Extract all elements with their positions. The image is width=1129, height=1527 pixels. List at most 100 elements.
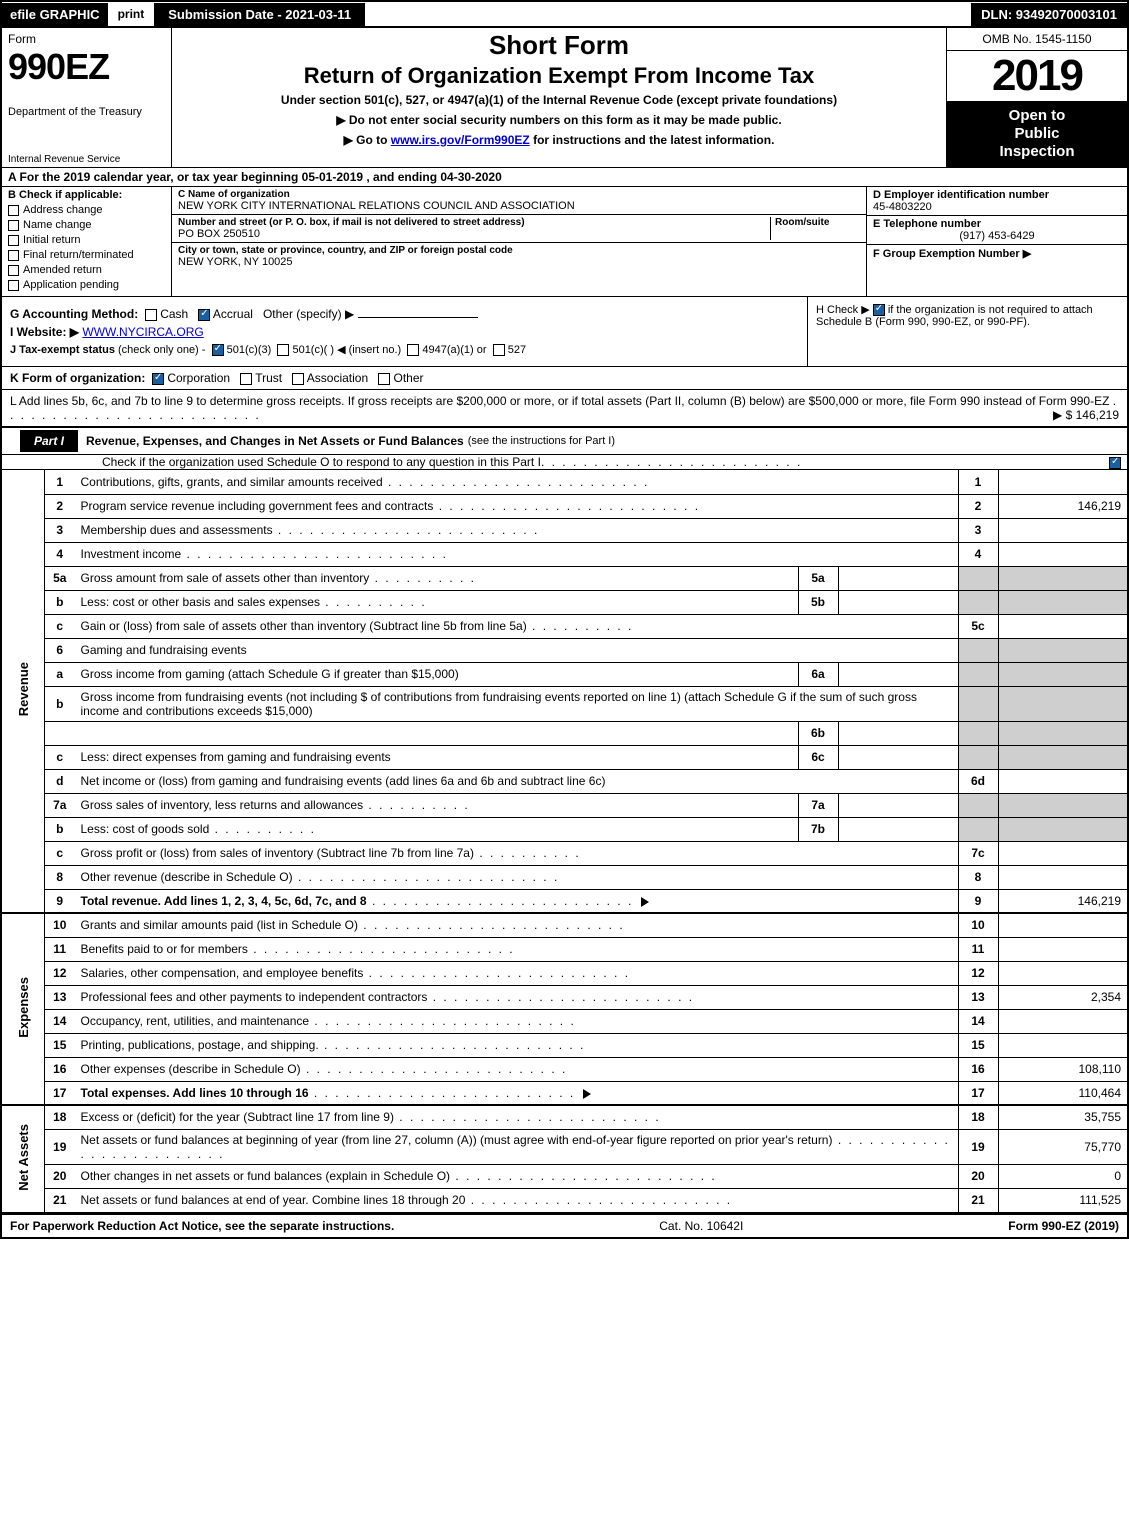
label-amended-return: Amended return (23, 264, 102, 276)
col-b-title: B Check if applicable: (8, 189, 165, 201)
line-11: 11Benefits paid to or for members 11 (1, 937, 1128, 961)
label-application-pending: Application pending (23, 279, 119, 291)
part1-hint: (see the instructions for Part I) (468, 435, 615, 447)
checkbox-trust[interactable] (240, 373, 252, 385)
amt-20: 0 (998, 1164, 1128, 1188)
line-6d: dNet income or (loss) from gaming and fu… (1, 769, 1128, 793)
val-6b (838, 721, 958, 745)
row-a-tax-year: A For the 2019 calendar year, or tax yea… (0, 168, 1129, 187)
j-label: J Tax-exempt status (10, 344, 115, 356)
page-footer: For Paperwork Reduction Act Notice, see … (0, 1213, 1129, 1239)
checkbox-527[interactable] (493, 344, 505, 356)
desc-11: Benefits paid to or for members (81, 942, 515, 956)
line-7c: cGross profit or (loss) from sales of in… (1, 841, 1128, 865)
irs-label: Internal Revenue Service (8, 154, 120, 165)
desc-7c: Gross profit or (loss) from sales of inv… (81, 846, 581, 860)
gh-left: G Accounting Method: Cash Accrual Other … (2, 297, 807, 366)
line-6b: b Gross income from fundraising events (… (1, 686, 1128, 721)
line-7a: 7aGross sales of inventory, less returns… (1, 793, 1128, 817)
line-7b: bLess: cost of goods sold 7b (1, 817, 1128, 841)
amt-19: 75,770 (998, 1129, 1128, 1164)
city-value: NEW YORK, NY 10025 (178, 256, 860, 268)
desc-10: Grants and similar amounts paid (list in… (81, 918, 625, 932)
val-5a (838, 566, 958, 590)
part1-sub: Check if the organization used Schedule … (102, 455, 541, 469)
desc-13: Professional fees and other payments to … (81, 990, 695, 1004)
open-public-badge: Open to Public Inspection (947, 101, 1127, 167)
ein-value: 45-4803220 (873, 201, 1121, 213)
line-18: Net Assets 18Excess or (deficit) for the… (1, 1105, 1128, 1129)
ssn-warning: ▶ Do not enter social security numbers o… (178, 113, 940, 127)
other-method-input[interactable] (358, 317, 478, 318)
desc-6a: Gross income from gaming (attach Schedul… (81, 667, 459, 681)
org-name: NEW YORK CITY INTERNATIONAL RELATIONS CO… (178, 200, 860, 212)
checkbox-amended-return[interactable] (8, 265, 19, 276)
group-exemption-label: F Group Exemption Number ▶ (873, 248, 1031, 260)
irs-link[interactable]: www.irs.gov/Form990EZ (391, 133, 530, 147)
line-21: 21Net assets or fund balances at end of … (1, 1188, 1128, 1212)
desc-16: Other expenses (describe in Schedule O) (81, 1062, 568, 1076)
checkbox-address-change[interactable] (8, 205, 19, 216)
lines-table: Revenue 1 Contributions, gifts, grants, … (0, 470, 1129, 1213)
department: Department of the Treasury (8, 106, 165, 118)
line-2: 2Program service revenue including gover… (1, 494, 1128, 518)
top-bar: efile GRAPHIC print Submission Date - 20… (0, 0, 1129, 28)
amt-1 (998, 470, 1128, 494)
line-16: 16Other expenses (describe in Schedule O… (1, 1057, 1128, 1081)
arrow-icon (641, 897, 649, 907)
footer-left: For Paperwork Reduction Act Notice, see … (10, 1219, 394, 1233)
amt-3 (998, 518, 1128, 542)
line-5c: cGain or (loss) from sale of assets othe… (1, 614, 1128, 638)
amt-10 (998, 913, 1128, 937)
amt-13: 2,354 (998, 985, 1128, 1009)
desc-21: Net assets or fund balances at end of ye… (81, 1193, 733, 1207)
checkbox-final-return[interactable] (8, 250, 19, 261)
amt-7c (998, 841, 1128, 865)
val-7a (838, 793, 958, 817)
desc-15: Printing, publications, postage, and shi… (81, 1038, 586, 1052)
footer-right: Form 990-EZ (2019) (1008, 1219, 1119, 1233)
checkbox-association[interactable] (292, 373, 304, 385)
amt-12 (998, 961, 1128, 985)
checkbox-name-change[interactable] (8, 220, 19, 231)
phone-value: (917) 453-6429 (873, 230, 1121, 242)
desc-12: Salaries, other compensation, and employ… (81, 966, 631, 980)
desc-5a: Gross amount from sale of assets other t… (81, 571, 477, 585)
desc-6d: Net income or (loss) from gaming and fun… (81, 774, 606, 788)
line-12: 12Salaries, other compensation, and empl… (1, 961, 1128, 985)
label-name-change: Name change (23, 219, 92, 231)
label-association: Association (307, 371, 368, 385)
part1-subrow: Check if the organization used Schedule … (0, 455, 1129, 470)
desc-9: Total revenue. Add lines 1, 2, 3, 4, 5c,… (81, 894, 367, 908)
print-link[interactable]: print (108, 7, 155, 21)
checkbox-accrual[interactable] (198, 309, 210, 321)
checkbox-schedule-o[interactable] (1109, 457, 1121, 469)
checkbox-h[interactable] (873, 304, 885, 316)
col-c: C Name of organization NEW YORK CITY INT… (172, 187, 867, 296)
label-other-org: Other (394, 371, 424, 385)
checkbox-cash[interactable] (145, 309, 157, 321)
desc-19: Net assets or fund balances at beginning… (81, 1133, 950, 1161)
label-trust: Trust (255, 371, 282, 385)
amt-17: 110,464 (998, 1081, 1128, 1105)
desc-6b-pre: Gross income from fundraising events (no… (81, 690, 368, 704)
side-revenue: Revenue (16, 662, 31, 716)
website-link[interactable]: WWW.NYCIRCA.ORG (82, 325, 203, 339)
val-6a (838, 662, 958, 686)
checkbox-501c3[interactable] (212, 344, 224, 356)
line-6a: aGross income from gaming (attach Schedu… (1, 662, 1128, 686)
goto-post: for instructions and the latest informat… (533, 133, 774, 147)
checkbox-initial-return[interactable] (8, 235, 19, 246)
amt-11 (998, 937, 1128, 961)
amt-8 (998, 865, 1128, 889)
checkbox-other-org[interactable] (378, 373, 390, 385)
goto-line: ▶ Go to www.irs.gov/Form990EZ for instru… (178, 133, 940, 147)
checkbox-application-pending[interactable] (8, 280, 19, 291)
header-mid: Short Form Return of Organization Exempt… (172, 28, 947, 167)
checkbox-corporation[interactable] (152, 373, 164, 385)
checkbox-4947[interactable] (407, 344, 419, 356)
checkbox-501c[interactable] (277, 344, 289, 356)
line-15: 15Printing, publications, postage, and s… (1, 1033, 1128, 1057)
amt-16: 108,110 (998, 1057, 1128, 1081)
line-4: 4Investment income 4 (1, 542, 1128, 566)
